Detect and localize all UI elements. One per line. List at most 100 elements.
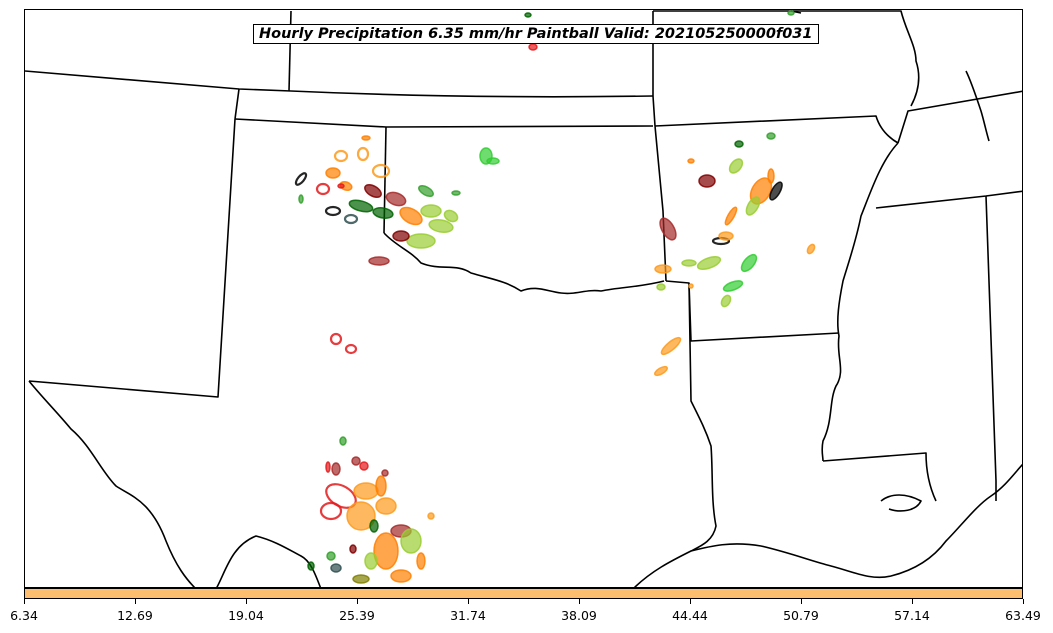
colorbar-tick-mark bbox=[467, 599, 469, 604]
precip-blob bbox=[806, 243, 816, 255]
precip-blob bbox=[346, 501, 376, 531]
precip-blob bbox=[372, 207, 394, 219]
precip-blob bbox=[368, 256, 390, 266]
boundary-ne-ks bbox=[290, 90, 654, 98]
precip-blob bbox=[659, 217, 677, 241]
boundary-ne-ks-west bbox=[288, 10, 292, 92]
precip-blob bbox=[524, 12, 532, 18]
boundary-la-ms bbox=[822, 452, 937, 502]
colorbar-tick-mark bbox=[23, 599, 25, 604]
precip-blob bbox=[353, 482, 379, 500]
precip-blob bbox=[724, 206, 738, 226]
precip-blob bbox=[349, 544, 357, 554]
boundary-rio-grande bbox=[28, 380, 322, 587]
precip-blob bbox=[351, 456, 361, 466]
colorbar-tick-mark bbox=[245, 599, 247, 604]
colorbar-tick-label: 44.44 bbox=[672, 608, 708, 623]
precip-blob bbox=[718, 231, 734, 241]
precip-blob bbox=[369, 519, 379, 533]
boundary-tn-ky bbox=[897, 90, 1022, 144]
colorbar-tick-label: 25.39 bbox=[339, 608, 375, 623]
precip-paintball-layer bbox=[294, 10, 816, 584]
boundary-lake bbox=[965, 70, 990, 142]
precip-blob bbox=[767, 168, 775, 184]
precip-blob bbox=[392, 230, 410, 242]
precip-blob bbox=[294, 172, 308, 186]
precip-blob bbox=[330, 563, 342, 573]
state-boundaries bbox=[25, 10, 1022, 587]
precip-blob bbox=[696, 256, 722, 270]
precip-blob bbox=[688, 283, 694, 289]
colorbar-tick-label: 38.09 bbox=[561, 608, 597, 623]
colorbar-tick-mark bbox=[134, 599, 136, 604]
precip-blob bbox=[385, 191, 407, 207]
precip-blob bbox=[375, 475, 387, 497]
precip-blob bbox=[375, 497, 397, 515]
precip-blob bbox=[359, 461, 369, 471]
map-panel: Hourly Precipitation 6.35 mm/hr Paintbal… bbox=[24, 9, 1023, 588]
colorbar-tick-mark bbox=[356, 599, 358, 604]
precip-blob bbox=[486, 157, 500, 165]
precip-blob bbox=[390, 569, 412, 583]
colorbar-tick-mark bbox=[578, 599, 580, 604]
precip-blob bbox=[681, 259, 697, 267]
colorbar-tick-label: 12.69 bbox=[117, 608, 153, 623]
precip-blob bbox=[698, 174, 716, 188]
precip-blob bbox=[428, 218, 454, 234]
colorbar-tick-mark bbox=[911, 599, 913, 604]
precip-blob bbox=[329, 332, 343, 346]
colorbar-tick-label: 63.49 bbox=[1005, 608, 1041, 623]
boundary-mississippi bbox=[821, 142, 899, 462]
map-canvas bbox=[25, 10, 1022, 587]
precip-blob bbox=[339, 436, 347, 446]
boundary-co-nm bbox=[234, 88, 240, 120]
precip-blob bbox=[356, 146, 370, 162]
precip-blob bbox=[745, 196, 761, 216]
boundary-ar-la bbox=[665, 280, 840, 342]
precip-blob bbox=[416, 552, 426, 570]
precip-blob bbox=[298, 194, 304, 204]
precip-blob bbox=[344, 343, 358, 355]
map-title: Hourly Precipitation 6.35 mm/hr Paintbal… bbox=[253, 24, 819, 44]
precip-blob bbox=[326, 551, 336, 561]
precip-blob bbox=[315, 182, 331, 196]
boundary-tn-south bbox=[875, 190, 1022, 209]
precip-blob bbox=[324, 205, 342, 217]
precip-blob bbox=[720, 294, 732, 308]
precip-blob bbox=[381, 469, 389, 477]
precip-blob bbox=[325, 461, 331, 473]
precip-blob bbox=[734, 140, 744, 148]
colorbar-tick-label: 31.74 bbox=[450, 608, 486, 623]
precip-blob bbox=[333, 149, 349, 163]
precip-blob bbox=[687, 158, 695, 164]
precip-blob bbox=[787, 10, 795, 16]
boundary-ks-ok bbox=[234, 118, 654, 128]
colorbar-tick-label: 57.14 bbox=[894, 608, 930, 623]
precip-blob bbox=[528, 43, 538, 51]
precip-blob bbox=[420, 204, 442, 218]
precip-blob bbox=[654, 264, 672, 274]
colorbar-tick-label: 6.34 bbox=[10, 608, 38, 623]
colorbar-tick-mark bbox=[1022, 599, 1024, 604]
precip-blob bbox=[728, 158, 744, 174]
precip-blob bbox=[371, 163, 391, 179]
precip-blob bbox=[361, 135, 371, 141]
precip-blob bbox=[325, 167, 341, 179]
precip-blob bbox=[400, 528, 422, 554]
colorbar-tick-mark bbox=[689, 599, 691, 604]
precip-blob bbox=[331, 462, 341, 476]
boundary-nm-tx bbox=[28, 118, 236, 398]
precip-blob bbox=[352, 574, 370, 584]
precip-blob bbox=[656, 283, 666, 291]
precip-blob bbox=[348, 199, 374, 213]
boundary-ms-al bbox=[985, 195, 997, 501]
boundary-gulf-coast bbox=[633, 463, 1022, 587]
boundary-co-ne bbox=[25, 70, 292, 92]
boundary-red-river bbox=[383, 232, 665, 295]
precip-blob bbox=[364, 184, 382, 198]
precip-blob bbox=[427, 512, 435, 520]
boundary-mo-il bbox=[653, 10, 920, 107]
precip-blob bbox=[337, 183, 345, 189]
precip-blob bbox=[343, 213, 359, 225]
precip-blob bbox=[722, 280, 744, 292]
